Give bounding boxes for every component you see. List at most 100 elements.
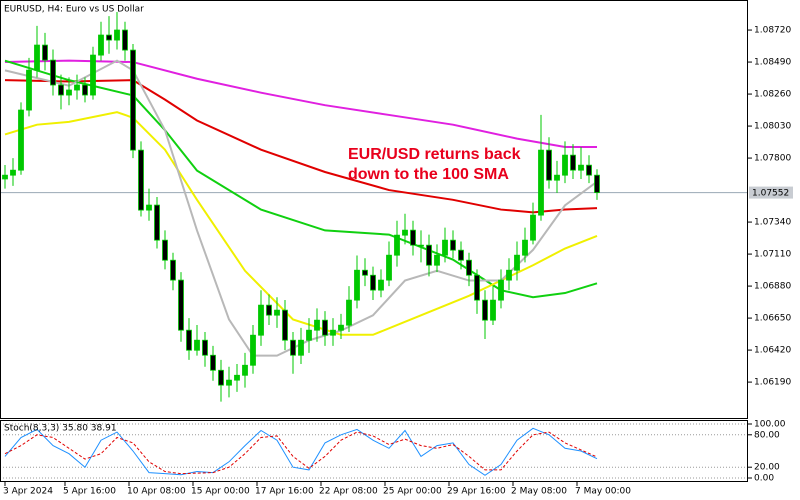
candle-body	[290, 339, 296, 356]
x-tick-label: 22 Apr 08:00	[319, 487, 378, 497]
candle-body	[162, 239, 168, 261]
candle-body	[410, 229, 416, 246]
candle-body	[266, 304, 272, 316]
candle-body	[594, 174, 600, 193]
candle-body	[458, 249, 464, 261]
y-tick-label: 1.07110	[754, 250, 791, 260]
y-tick-label: 1.08030	[754, 122, 791, 132]
candle-body	[394, 234, 400, 256]
candle-body	[282, 309, 288, 341]
candle-body	[226, 379, 232, 386]
candle-body	[218, 369, 224, 386]
candle-body	[442, 239, 448, 256]
candle-body	[522, 239, 528, 256]
x-tick-label: 17 Apr 16:00	[255, 487, 314, 497]
candle-body	[586, 164, 592, 176]
candle-body	[482, 299, 488, 321]
candle-body	[106, 34, 112, 41]
candle-body	[450, 239, 456, 251]
candle-body	[570, 154, 576, 171]
candle-body	[58, 84, 64, 96]
candle-body	[578, 164, 584, 171]
x-tick-label: 5 Apr 16:00	[63, 487, 116, 497]
candle-body	[258, 304, 264, 336]
candle-body	[538, 149, 544, 216]
candle-body	[250, 334, 256, 366]
indicator-tick-label: 80.00	[754, 430, 780, 440]
candle-body	[178, 279, 184, 331]
y-tick-label: 1.07800	[754, 154, 791, 164]
candle-body	[42, 44, 48, 61]
candle-body	[298, 339, 304, 356]
candle-body	[418, 244, 424, 247]
x-tick-label: 15 Apr 00:00	[191, 487, 250, 497]
indicator-tick-label: 0.00	[754, 474, 774, 484]
moving-average	[4, 59, 597, 148]
indicator-line	[4, 431, 598, 475]
y-tick-label: 1.08260	[754, 90, 791, 100]
candle-body	[82, 84, 88, 96]
indicator-tick-label: 20.00	[754, 463, 780, 473]
candle-body	[26, 69, 32, 111]
candle-body	[90, 54, 96, 96]
main-frame	[0, 0, 748, 419]
candle-body	[10, 169, 16, 176]
y-tick-label: 1.07340	[754, 218, 791, 228]
candle-body	[474, 274, 480, 301]
candle-body	[322, 319, 328, 336]
candle-body	[50, 59, 56, 86]
candle-body	[2, 174, 8, 180]
candle-body	[138, 149, 144, 211]
indicator-title: Stoch(8,3,3) 35.80 38.91	[4, 424, 117, 434]
candle-body	[506, 269, 512, 281]
candle-body	[466, 259, 472, 276]
candle-body	[498, 279, 504, 301]
candle-body	[338, 324, 344, 331]
candle-body	[562, 154, 568, 176]
annotation: down to the 100 SMA	[348, 166, 509, 183]
candle-body	[354, 269, 360, 301]
candle-body	[378, 279, 384, 291]
candle-body	[314, 319, 320, 331]
candle-body	[98, 34, 104, 56]
indicator-line	[4, 427, 598, 476]
candle-body	[202, 339, 208, 356]
candle-body	[426, 244, 432, 266]
candle-body	[434, 254, 440, 266]
x-tick-label: 2 May 08:00	[511, 487, 567, 497]
candle-body	[154, 204, 160, 241]
candle-body	[274, 309, 280, 316]
candle-body	[74, 84, 80, 91]
x-tick-label: 10 Apr 08:00	[127, 487, 186, 497]
x-tick-label: 7 May 00:00	[575, 487, 631, 497]
annotation: EUR/USD returns back	[348, 146, 521, 163]
y-tick-label: 1.06190	[754, 378, 791, 388]
current-price-label: 1.07552	[752, 189, 789, 199]
candle-body	[530, 214, 536, 241]
candle-body	[66, 89, 72, 96]
candle-body	[370, 274, 376, 291]
y-tick-label: 1.06420	[754, 346, 791, 356]
candle-body	[242, 364, 248, 376]
y-tick-label: 1.08720	[754, 26, 791, 36]
candle-body	[186, 329, 192, 351]
candle-body	[386, 254, 392, 281]
indicator-frame	[0, 420, 748, 482]
y-tick-label: 1.06650	[754, 314, 791, 324]
candle-body	[130, 49, 136, 151]
candle-body	[490, 299, 496, 321]
candle-body	[306, 329, 312, 341]
candle-body	[362, 269, 368, 276]
candle-body	[194, 339, 200, 351]
x-tick-label: 25 Apr 00:00	[383, 487, 442, 497]
candle-body	[554, 174, 560, 181]
x-tick-label: 3 Apr 2024	[3, 487, 53, 497]
chart-title: EURUSD, H4: Euro vs US Dollar	[4, 5, 144, 15]
plot-layer	[0, 11, 748, 479]
candle-body	[146, 204, 152, 211]
candle-body	[210, 354, 216, 371]
candle-body	[402, 229, 408, 236]
x-tick-label: 29 Apr 16:00	[447, 487, 506, 497]
